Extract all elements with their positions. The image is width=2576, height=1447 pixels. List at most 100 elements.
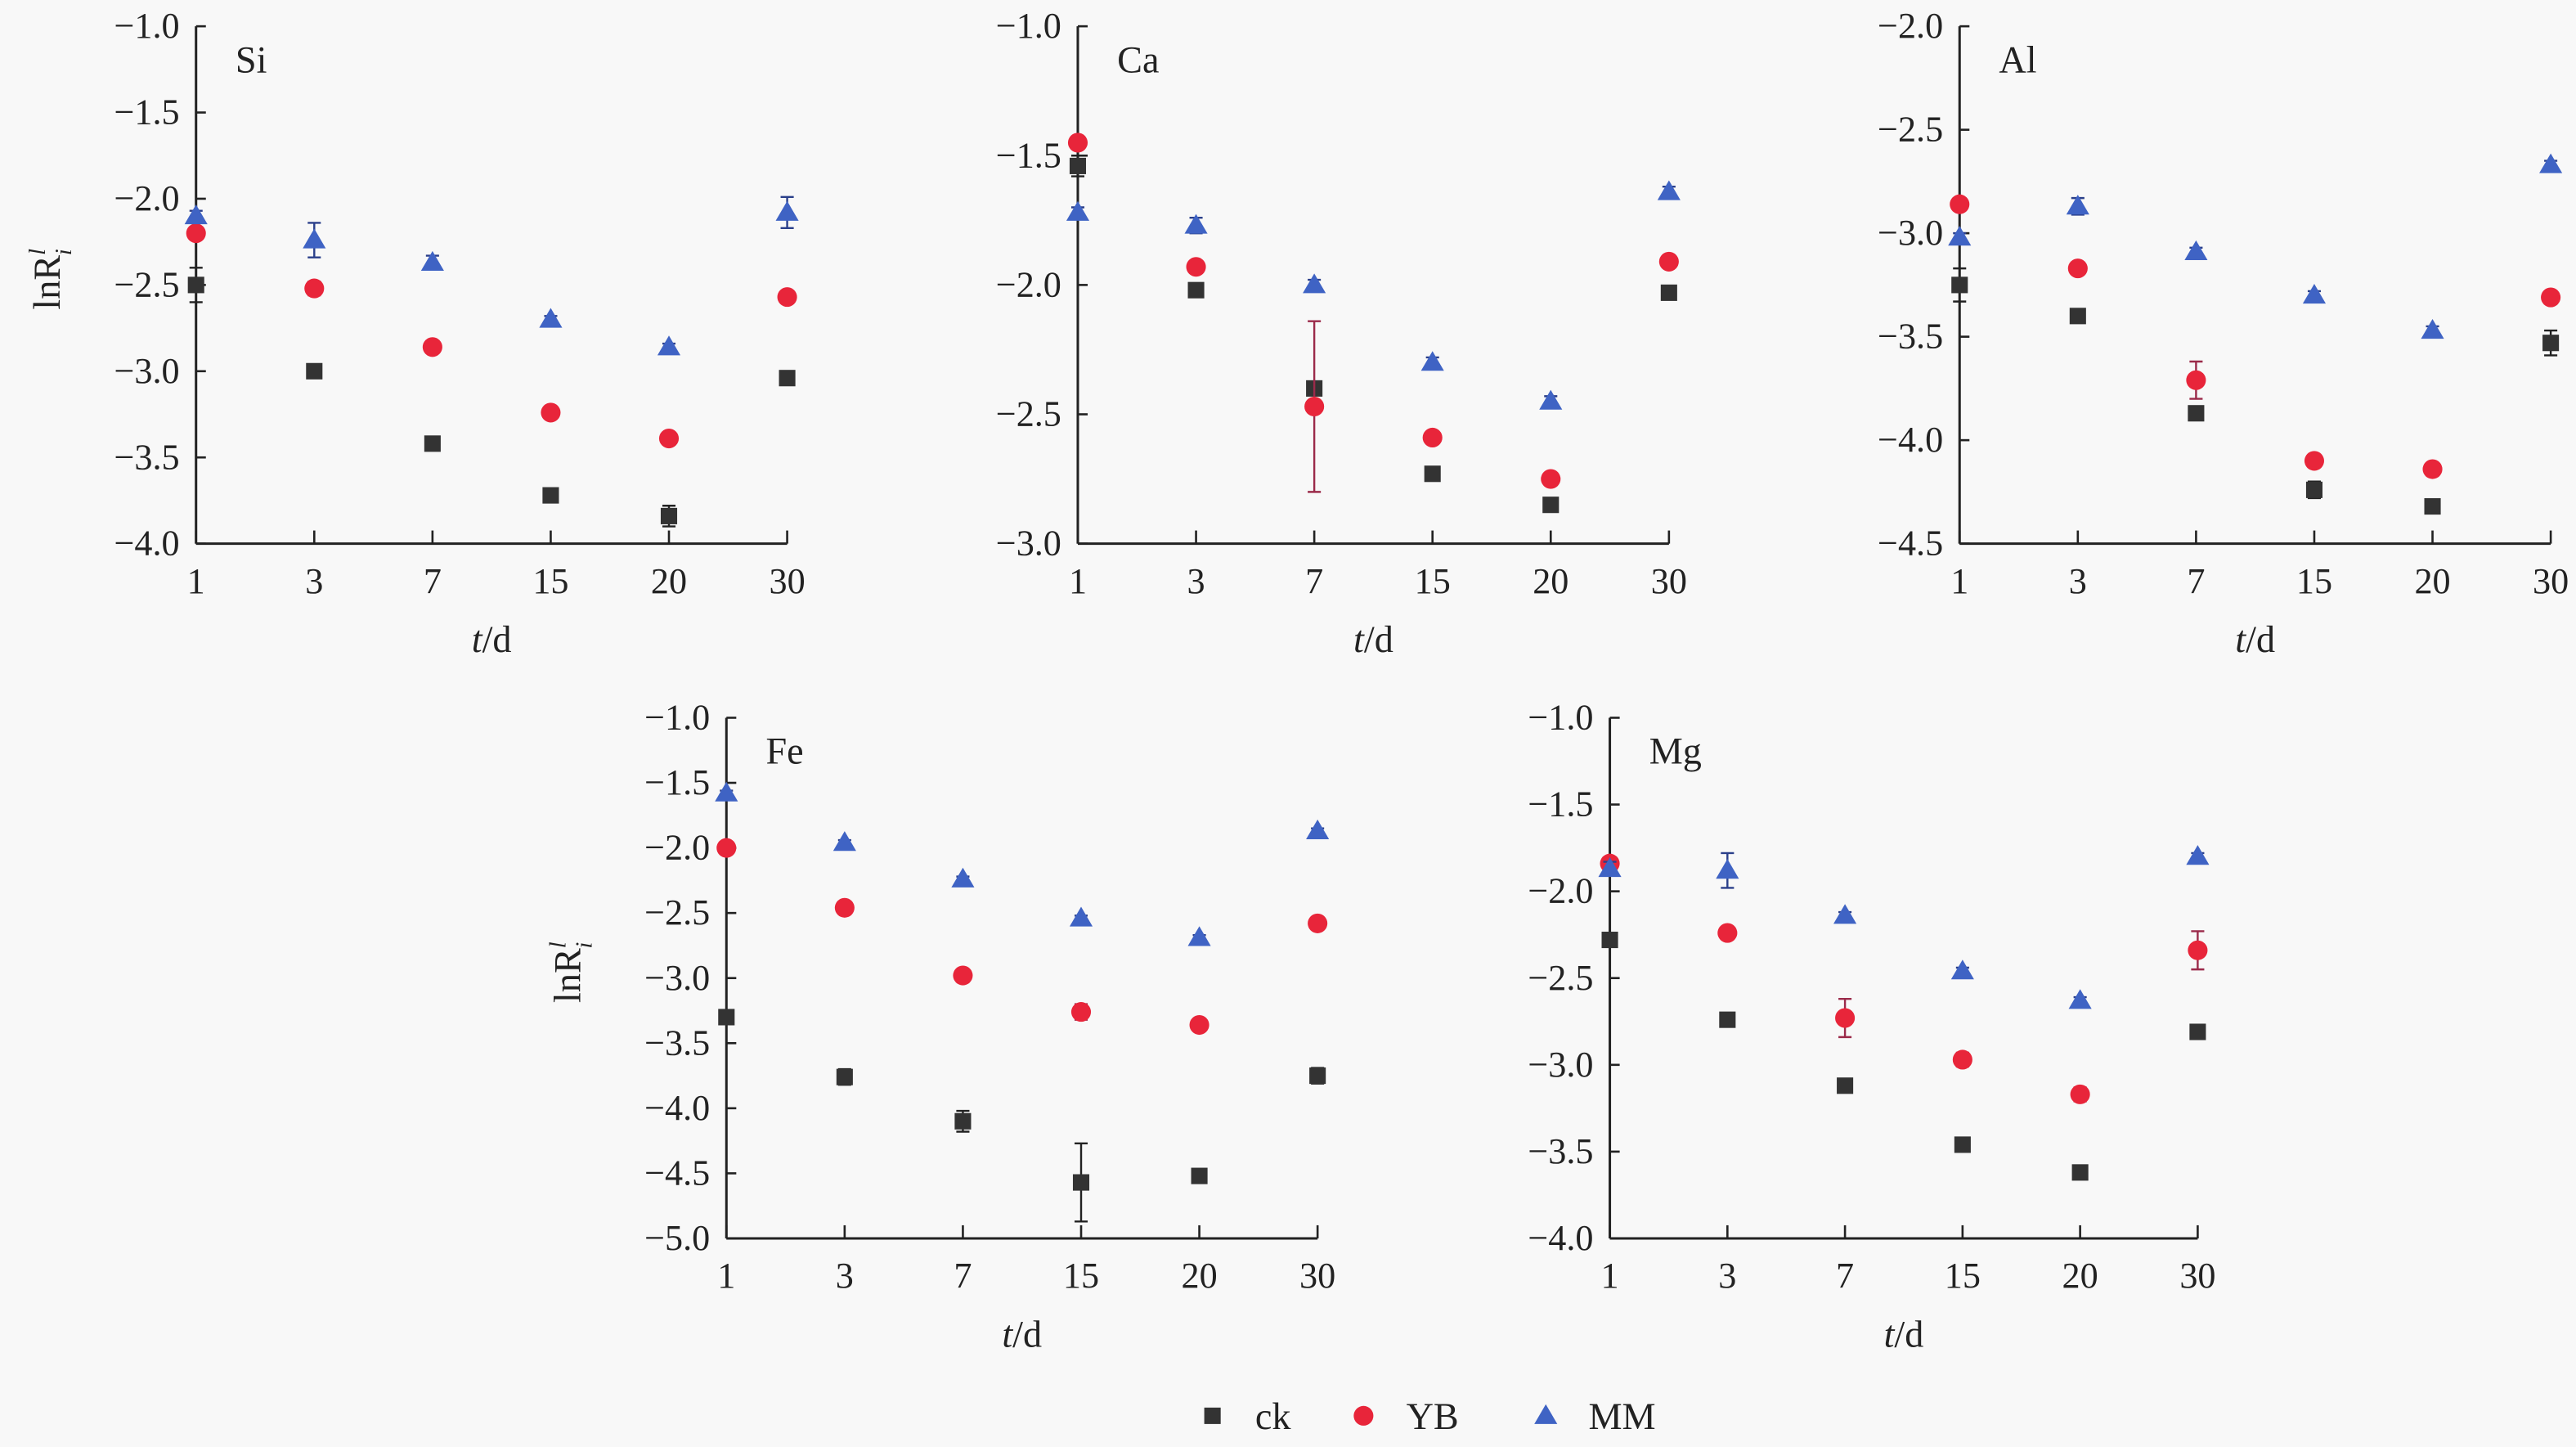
data-point-mm	[2186, 845, 2210, 865]
legend-label: MM	[1588, 1395, 1655, 1437]
data-point-mm	[2302, 283, 2327, 304]
x-tick-label: 20	[2062, 1256, 2098, 1296]
x-tick-label: 7	[1836, 1256, 1854, 1296]
data-point-ck	[1187, 281, 1205, 299]
panel-fe: −1.0 −1.5 −2.0 −2.5 −3.0 −3.5 −4.0 −4.5 −5.01 3 7 1…	[546, 698, 1336, 1355]
series-yb	[1067, 133, 1679, 493]
x-tick-label: 30	[1651, 561, 1687, 601]
y-axis-label: lnRli	[25, 249, 77, 310]
series-mm	[1948, 153, 2563, 339]
data-point-mm	[184, 204, 208, 225]
x-axis-label-unit: /d	[1894, 1314, 1923, 1355]
x-tick-label: 7	[954, 1256, 972, 1296]
y-tick-label: −1.0	[644, 698, 710, 738]
data-point-yb	[953, 965, 973, 986]
data-point-ck	[2305, 481, 2323, 498]
data-point-mm	[539, 308, 563, 328]
x-tick-label: 3	[1187, 561, 1205, 601]
data-point-yb	[2186, 370, 2206, 390]
y-tick-label: −3.0	[644, 958, 710, 998]
panel-mg: −1.0 −1.5 −2.0 −2.5 −3.0 −3.5 −4.01 3 7 15 20 30 Mg t…	[1528, 698, 2215, 1355]
legend-marker-triangle	[1534, 1404, 1558, 1424]
data-point-ck	[306, 362, 323, 380]
series-yb	[716, 838, 1328, 1036]
x-tick-label: 30	[2179, 1256, 2215, 1296]
y-axis-label-main: lnR	[26, 255, 68, 310]
data-point-mm	[1420, 351, 1444, 371]
data-point-yb	[716, 838, 737, 858]
data-point-yb	[541, 402, 561, 423]
x-axis-label-var: t	[1353, 618, 1365, 660]
x-axis-label-unit: /d	[2246, 618, 2275, 660]
x-tick-label: 15	[2296, 561, 2332, 601]
data-point-ck	[1951, 276, 1968, 294]
y-tick-label: −4.0	[1878, 420, 1943, 460]
data-point-mm	[1184, 213, 1208, 234]
data-point-mm	[715, 781, 738, 802]
data-point-yb	[2422, 459, 2443, 479]
y-tick-label: −2.0	[114, 178, 180, 218]
panel-label: Al	[1999, 38, 2036, 80]
data-point-yb	[422, 337, 442, 357]
data-point-mm	[951, 867, 975, 888]
data-point-yb	[658, 428, 680, 449]
y-tick-label: −1.5	[114, 92, 180, 133]
data-point-mm	[1187, 926, 1211, 946]
data-point-ck	[660, 507, 678, 524]
y-tick-label: −3.0	[114, 351, 180, 391]
legend-label: ck	[1255, 1395, 1291, 1437]
data-point-mm	[303, 228, 326, 249]
data-point-ck	[424, 435, 441, 452]
data-point-ck	[1954, 1136, 1971, 1153]
x-axis-label-unit: /d	[1012, 1314, 1042, 1355]
y-tick-label: −1.5	[644, 762, 710, 802]
data-point-mm	[1716, 859, 1739, 879]
x-tick-label: 20	[1181, 1256, 1217, 1296]
data-point-yb	[1186, 257, 1206, 277]
y-tick-label: −3.0	[1528, 1045, 1593, 1085]
x-tick-label: 7	[1305, 561, 1323, 601]
series-yb	[1950, 194, 2561, 479]
x-axis-label-var: t	[472, 618, 483, 660]
x-axis-label-unit: /d	[1364, 618, 1393, 660]
y-tick-label: −2.0	[1878, 6, 1943, 46]
data-point-yb	[1835, 1008, 1856, 1028]
series-ck	[187, 267, 796, 528]
data-point-mm	[832, 831, 856, 852]
data-point-ck	[1072, 1174, 1090, 1191]
data-point-mm	[1069, 906, 1093, 927]
y-tick-label: −4.0	[644, 1088, 710, 1128]
data-point-ck	[187, 276, 204, 294]
data-point-ck	[1719, 1011, 1736, 1028]
data-point-mm	[1066, 200, 1090, 221]
data-point-yb	[1541, 469, 1561, 489]
y-tick-label: −1.5	[996, 135, 1061, 175]
data-point-yb	[2067, 258, 2088, 279]
data-point-mm	[775, 200, 799, 221]
data-point-ck	[779, 370, 796, 387]
panel-label: Ca	[1117, 38, 1159, 80]
data-point-ck	[1837, 1077, 1854, 1094]
x-axis-label: t/d	[1353, 618, 1393, 660]
x-tick-label: 1	[1950, 561, 1968, 601]
x-axis-label-var: t	[1884, 1314, 1896, 1355]
series-ck	[718, 1009, 1326, 1223]
panel-label: Si	[236, 38, 267, 80]
series-mm	[1598, 845, 2210, 1009]
data-point-ck	[1542, 497, 1560, 514]
x-tick-label: 1	[1069, 561, 1087, 601]
legend-marker-circle	[1353, 1405, 1374, 1426]
y-axis-label-sup: l	[546, 941, 572, 948]
x-tick-label: 15	[532, 561, 568, 601]
data-point-ck	[1601, 932, 1618, 949]
y-tick-label: −3.0	[996, 524, 1061, 564]
x-tick-label: 7	[2187, 561, 2205, 601]
legend-item-yb: YB	[1353, 1395, 1459, 1437]
data-point-yb	[1304, 396, 1325, 417]
data-point-ck	[954, 1112, 972, 1130]
series-yb	[1600, 853, 2208, 1104]
y-tick-label: −3.0	[1878, 213, 1943, 253]
x-tick-label: 1	[187, 561, 205, 601]
